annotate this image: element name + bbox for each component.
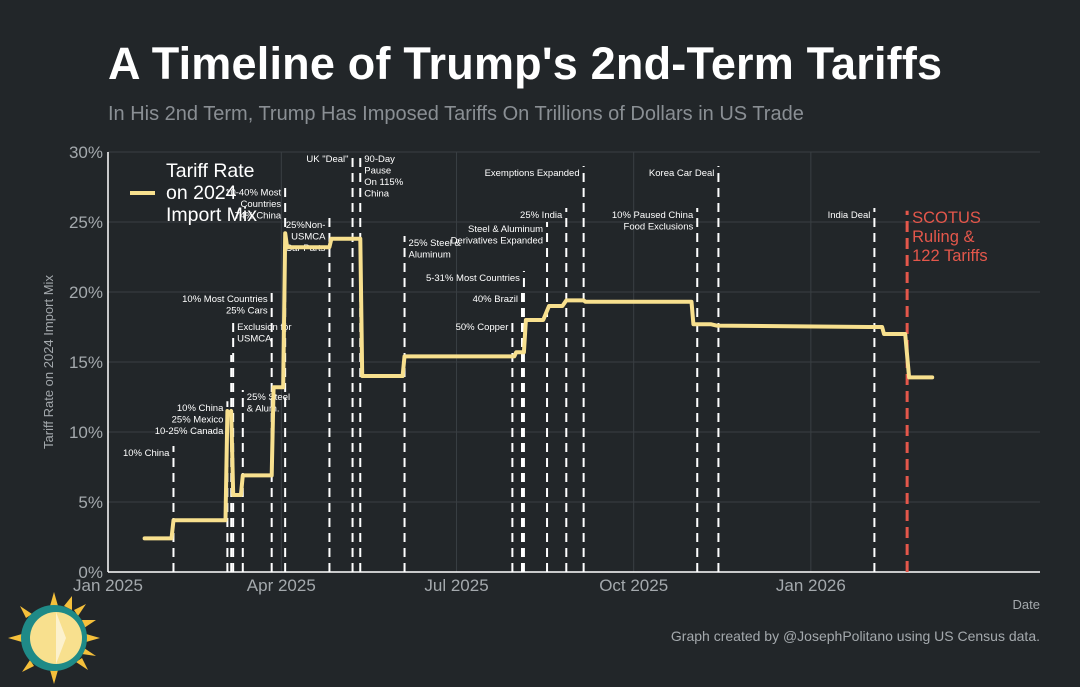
event-label-line: Aluminum	[409, 250, 451, 261]
event-label-line: 25% Steel	[247, 392, 290, 403]
event-label-line: 10-25% Canada	[155, 426, 224, 437]
x-tick-label: Apr 2025	[247, 576, 316, 595]
x-tick-label: Jul 2025	[424, 576, 488, 595]
event-label: Exclusion for USMCA	[237, 322, 291, 345]
event-label-line: 5-31% Most Countries	[426, 273, 520, 284]
event-label: 50% Copper	[456, 322, 509, 333]
y-tick-label: 15%	[69, 353, 103, 372]
y-tick-label: 5%	[78, 493, 103, 512]
legend-label-line: Tariff Rate	[166, 160, 255, 182]
chart-subtitle: In His 2nd Term, Trump Has Imposed Tarif…	[108, 103, 804, 125]
event-label-line: 25%Non-	[286, 220, 326, 231]
event-label-line: Steel & Aluminum	[468, 224, 543, 235]
event-label-line: Exclusion for	[237, 322, 291, 333]
event-label: Exemptions Expanded	[485, 168, 580, 179]
event-label: 10% Paused China Food Exclusions	[612, 210, 694, 233]
event-label-line: 10-40% Most	[225, 188, 281, 199]
event-label-line: USMCA	[291, 231, 326, 242]
legend-label-line: Import Mix	[166, 204, 257, 226]
legend-label: Tariff Rate on 2024 Import Mix	[166, 160, 257, 226]
event-label: 25% Steel & Alum.	[247, 392, 290, 415]
scotus-label-line: Ruling &	[912, 228, 974, 246]
y-tick-label: 0%	[78, 563, 103, 582]
event-label-line: 25% Cars	[226, 306, 268, 317]
event-label-line: & Alum.	[247, 404, 280, 415]
event-label: 90-Day Pause On 115% China	[364, 154, 403, 200]
y-tick-label: 10%	[69, 423, 103, 442]
event-label: UK "Deal"	[306, 154, 348, 165]
y-axis-title: Tariff Rate on 2024 Import Mix	[41, 275, 56, 449]
tariff-rate-series-line	[142, 231, 935, 541]
event-label-line: 25% Steel &	[409, 238, 462, 249]
event-label-line: 40% Brazil	[473, 294, 518, 305]
chart-title: A Timeline of Trump's 2nd-Term Tariffs	[108, 38, 943, 89]
event-label: Korea Car Deal	[649, 168, 714, 179]
event-label-line: Derivatives Expanded	[451, 236, 543, 247]
x-axis-title: Date	[1013, 597, 1040, 612]
event-label: 10-40% Most Countries 74% China	[225, 188, 282, 222]
x-tick-label: Jan 2025	[73, 576, 143, 595]
x-tick-label: Jan 2026	[776, 576, 846, 595]
event-label: 10% China 25% Mexico 10-25% Canada	[155, 403, 224, 437]
event-label-line: Pause	[364, 166, 391, 177]
event-label-line: 90-Day	[364, 154, 395, 165]
event-label: 25% India	[520, 210, 563, 221]
event-label: India Deal	[828, 210, 871, 221]
event-label: 10% Most Countries 25% Cars	[182, 294, 268, 317]
event-label: 40% Brazil	[473, 294, 518, 305]
event-label: 25% Steel & Aluminum	[409, 238, 462, 261]
event-label-line: 10% Most Countries	[182, 294, 268, 305]
event-label: 5-31% Most Countries	[426, 273, 520, 284]
event-label-line: UK "Deal"	[306, 154, 348, 165]
event-label-line: 25% India	[520, 210, 563, 221]
event-label-line: 10% China	[177, 403, 224, 414]
event-label-line: USMCA	[237, 334, 272, 345]
event-label-line: Exemptions Expanded	[485, 168, 580, 179]
event-label-line: 10% China	[123, 448, 170, 459]
event-label-line: Countries	[240, 199, 281, 210]
event-label: 10% China	[123, 448, 170, 459]
event-label-line: Food Exclusions	[624, 222, 694, 233]
event-label-line: 50% Copper	[456, 322, 509, 333]
y-tick-label: 25%	[69, 213, 103, 232]
event-label-line: China	[364, 189, 390, 200]
event-label-line: Korea Car Deal	[649, 168, 714, 179]
scotus-label-line: 122 Tariffs	[912, 247, 988, 265]
scotus-event-label: SCOTUS Ruling & 122 Tariffs	[912, 209, 988, 265]
event-label-line: 74% China	[235, 211, 282, 222]
legend-label-line: on 2024	[166, 182, 237, 204]
event-label-line: 25% Mexico	[172, 415, 224, 426]
y-tick-label: 20%	[69, 283, 103, 302]
event-label-line: India Deal	[828, 210, 871, 221]
y-tick-label: 30%	[69, 143, 103, 162]
scotus-label-line: SCOTUS	[912, 209, 981, 227]
event-label: Steel & Aluminum Derivatives Expanded	[451, 224, 544, 247]
event-label-line: 10% Paused China	[612, 210, 694, 221]
chart-credit: Graph created by @JosephPolitano using U…	[670, 628, 1040, 644]
sun-logo-icon	[8, 592, 100, 684]
x-tick-label: Oct 2025	[599, 576, 668, 595]
event-label-line: On 115%	[364, 177, 403, 188]
